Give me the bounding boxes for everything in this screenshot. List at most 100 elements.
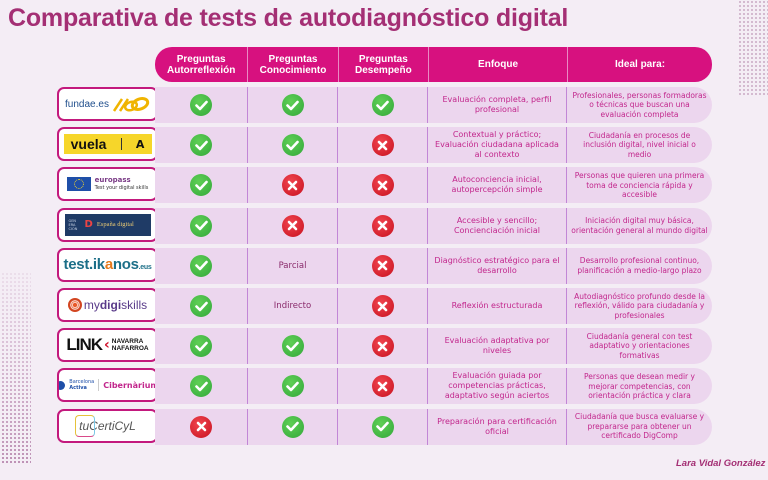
cell-enfoque: Diagnóstico estratégico para el desarrol… [428, 247, 567, 284]
cell-autorreflexion [155, 87, 248, 123]
cell-ideal: Iniciación digital muy básica, orientaci… [571, 216, 708, 235]
row-cells: Accesible y sencillo; Concienciación ini… [155, 207, 712, 244]
logo-espana[interactable]: GEN ERA CIÓN D España digital [57, 207, 158, 242]
table-row: GEN ERA CIÓN D España digital Accesible y s… [0, 207, 768, 244]
row-cells: Evaluación completa, perfil profesional P… [155, 87, 712, 123]
cell-autorreflexion [155, 167, 248, 204]
row-cells: Evaluación guiada por competencias práct… [155, 368, 712, 405]
cell-autorreflexion [155, 127, 248, 164]
check-icon [281, 415, 304, 438]
logo-certicyl[interactable]: tuCertiCyL [57, 408, 158, 443]
cell-autorreflexion [155, 328, 248, 365]
decorative-dots-left [1, 272, 31, 464]
check-icon [190, 375, 212, 398]
check-icon [281, 375, 304, 398]
cell-enfoque: Accesible y sencillo; Concienciación ini… [428, 207, 567, 244]
cell-desempeno [338, 368, 428, 405]
check-icon [190, 254, 212, 277]
logo-text: fundae.es [65, 98, 109, 110]
cell-conocimiento [248, 328, 338, 365]
cell-ideal: Ciudadanía que busca evaluarse y prepara… [574, 412, 705, 441]
cell-autorreflexion [155, 247, 248, 284]
table-row: Barcelona Activa Cibernàrium Evaluación gui… [0, 368, 768, 405]
cross-icon [371, 375, 394, 398]
cross-icon [281, 214, 304, 237]
cell-enfoque: Evaluación adaptativa por niveles [428, 328, 567, 365]
eu-flag-icon [66, 177, 91, 192]
cell-enfoque: Autoconciencia inicial, autopercepción s… [428, 167, 567, 204]
cross-icon [371, 295, 394, 317]
cell-desempeno [338, 328, 428, 365]
header-enfoque: Enfoque [429, 47, 569, 82]
cell-desempeno [338, 247, 428, 284]
table-row: fundae.es Evaluación completa, perfil pro… [0, 87, 768, 123]
header-desempeno: Preguntas Desempeño [339, 47, 430, 82]
cell-enfoque: Contextual y práctico; Evaluación ciudad… [428, 127, 567, 164]
cell-desempeno [338, 167, 428, 204]
cell-ideal: Autodiagnóstico profundo desde la reflex… [574, 291, 705, 320]
table-header: Preguntas Autorreflexión Preguntas Conocim… [155, 47, 712, 82]
check-icon [371, 94, 394, 116]
cell-ideal: Personas que quieren una primera toma de… [574, 171, 705, 200]
check-icon [371, 415, 394, 438]
cell-autorreflexion [155, 207, 248, 244]
table.rows.5.conocimiento-text: Indirecto [273, 301, 312, 311]
logo-vuela[interactable]: vuela A [57, 127, 158, 162]
cell-enfoque: Evaluación completa, perfil profesional [428, 87, 567, 123]
cell-desempeno [338, 408, 428, 445]
logo-ikanos[interactable]: test.ikanos.eus [57, 247, 158, 282]
header-ideal-para: Ideal para: [615, 59, 666, 70]
check-icon [190, 94, 212, 116]
logo-europass[interactable]: europass Test your digital skills [57, 167, 158, 202]
cell-conocimiento [248, 207, 338, 244]
check-icon [190, 295, 212, 317]
logo-link[interactable]: LINK ‹ NAVARRA NAFARROA [57, 328, 158, 363]
logo-barcelona[interactable]: Barcelona Activa Cibernàrium [57, 368, 158, 403]
check-icon [190, 335, 212, 358]
cell-enfoque: Evaluación guiada por competencias práct… [428, 368, 567, 405]
cross-icon [371, 134, 394, 157]
page-title: Comparativa de tests de autodiagnóstico … [8, 4, 569, 32]
cross-icon [371, 335, 394, 358]
table-row: test.ikanos.eus Parcial Diagnóstico estrat… [0, 247, 768, 284]
table.rows.4.conocimiento-text: Parcial [278, 260, 307, 271]
cell-desempeno [338, 207, 428, 244]
row-cells: Parcial Diagnóstico estratégico para el d… [155, 247, 712, 284]
logo-fundae[interactable]: fundae.es [57, 87, 158, 121]
decorative-dots-top-right [738, 0, 768, 95]
cell-ideal: Ciudadanía en procesos de inclusión digi… [583, 130, 696, 159]
cell-conocimiento [248, 127, 338, 164]
cell-ideal: Desarrollo profesional continuo, planifi… [577, 256, 702, 275]
cell-enfoque: Preparación para certificación oficial [428, 408, 567, 445]
author-credit: Lara Vidal González [676, 458, 766, 469]
table-row: tuCertiCyL Preparación para certificación… [0, 408, 768, 445]
check-icon [281, 94, 304, 116]
check-icon [281, 335, 304, 358]
row-cells: Contextual y práctico; Evaluación ciudad… [155, 127, 712, 164]
fundae-infinity-icon [112, 97, 150, 112]
cell-desempeno [338, 127, 428, 164]
table-row: vuela A Contextual y práctico; Evaluación … [0, 127, 768, 164]
check-icon [190, 214, 212, 237]
cell-desempeno [338, 288, 428, 324]
cross-icon [371, 254, 394, 277]
row-cells: Preparación para certificación oficial Ci… [155, 408, 712, 445]
table-row: LINK ‹ NAVARRA NAFARROA Evaluación adaptativ… [0, 328, 768, 365]
cell-desempeno [338, 87, 428, 123]
cell-conocimiento [248, 167, 338, 204]
row-cells: Autoconciencia inicial, autopercepción s… [155, 167, 712, 204]
cross-icon [371, 214, 394, 237]
cell-conocimiento: Parcial [248, 247, 338, 284]
cell-enfoque: Reflexión estructurada [428, 288, 567, 324]
cell-autorreflexion [155, 368, 248, 405]
cross-icon [281, 174, 304, 197]
row-cells: Indirecto Reflexión estructurada Autodiagn… [155, 288, 712, 324]
cell-conocimiento: Indirecto [248, 288, 338, 324]
check-icon [190, 174, 212, 197]
logo-mydigi[interactable]: my digi skills [57, 288, 158, 322]
cross-icon [190, 415, 212, 438]
header-conocimiento: Preguntas Conocimiento [248, 47, 339, 82]
table-row: my digi skills Indirecto Reflexión estructur… [0, 288, 768, 324]
check-icon [281, 134, 304, 157]
cell-conocimiento [248, 87, 338, 123]
